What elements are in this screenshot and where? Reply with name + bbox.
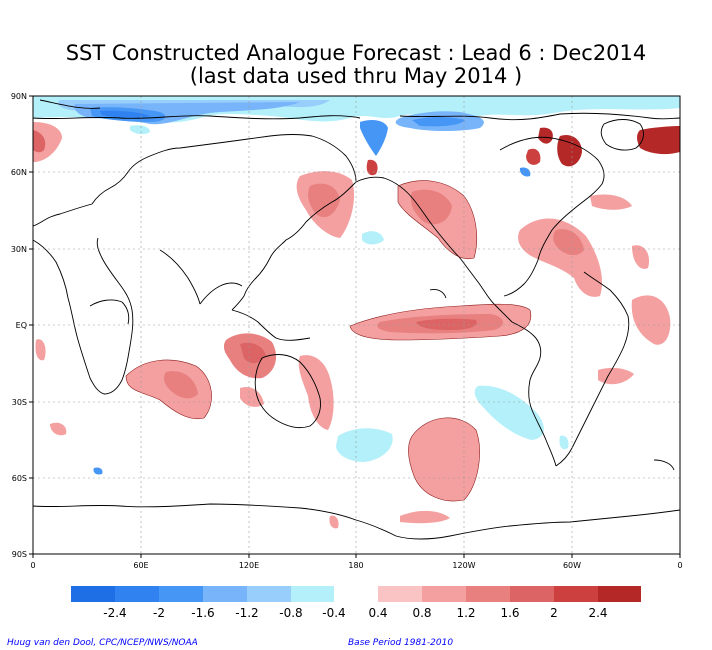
colorbar-label-neg-0-4: -0.4 [322, 606, 345, 620]
colorbar-label-neg-2-4: -2.4 [103, 606, 126, 620]
lon-label-120w: 120W [452, 561, 475, 570]
colorbar-label-pos-2-4: 2.4 [588, 606, 607, 620]
lat-label-eq: EQ [16, 321, 27, 330]
colorbar-swatch-neg-2-4 [115, 586, 159, 602]
colorbar-swatch-pos-0-4 [378, 586, 422, 602]
lat-label-90s: 90S [12, 550, 27, 559]
credit-text: Huug van den Dool, CPC/NCEP/NWS/NOAA [7, 638, 198, 648]
colorbar-swatch-pos-1-6 [510, 586, 554, 602]
colorbar-label-neg-0-8: -0.8 [279, 606, 302, 620]
colorbar-swatch-pos-0-8 [422, 586, 466, 602]
colorbar-swatch-pos-1-2 [466, 586, 510, 602]
coastlines [33, 99, 680, 540]
lon-label-60e: 60E [133, 561, 148, 570]
anomaly-contours [125, 180, 532, 502]
colorbar-label-pos-0-4: 0.4 [368, 606, 387, 620]
map-plot-area [33, 96, 680, 540]
arctic-negative-anomalies [33, 96, 680, 177]
colorbar-label-neg-1-2: -1.2 [235, 606, 258, 620]
positive-anomalies [33, 122, 680, 529]
axis-ticks [29, 95, 681, 558]
lon-label-180: 180 [348, 561, 363, 570]
lat-label-30s: 30S [12, 398, 27, 407]
colorbar-swatch-pos-2 [554, 586, 598, 602]
colorbar-label-neg-2: -2 [153, 606, 165, 620]
lat-label-90n: 90N [11, 92, 27, 101]
lon-label-60w: 60W [563, 561, 581, 570]
lat-label-60n: 60N [11, 168, 27, 177]
colorbar-swatch-neg-2-4-below [71, 586, 115, 602]
colorbar-label-pos-2: 2 [550, 606, 558, 620]
lat-lon-gridlines [33, 96, 680, 554]
negative-anomalies [93, 231, 569, 475]
map-title: SST Constructed Analogue Forecast : Lead… [65, 41, 647, 65]
colorbar-label-pos-1-2: 1.2 [456, 606, 475, 620]
colorbar: -2.4 -2 -1.6 -1.2 -0.8 -0.4 0.4 0.8 1.2 … [71, 586, 641, 620]
lon-label-120e: 120E [239, 561, 259, 570]
lon-label-0-end: 0 [677, 561, 682, 570]
map-subtitle: (last data used thru May 2014 ) [189, 64, 523, 88]
lat-label-60s: 60S [12, 474, 27, 483]
lat-label-30n: 30N [11, 245, 27, 254]
colorbar-swatch-neg-2 [159, 586, 203, 602]
colorbar-swatch-neg-1-2 [247, 586, 291, 602]
colorbar-label-pos-1-6: 1.6 [500, 606, 519, 620]
colorbar-swatch-pos-2-4 [598, 586, 641, 602]
colorbar-label-pos-0-8: 0.8 [412, 606, 431, 620]
colorbar-swatch-neg-0-8 [291, 586, 334, 602]
colorbar-label-neg-1-6: -1.6 [191, 606, 214, 620]
lon-label-0: 0 [30, 561, 35, 570]
base-period-text: Base Period 1981-2010 [348, 638, 454, 648]
colorbar-swatch-neg-1-6 [203, 586, 247, 602]
